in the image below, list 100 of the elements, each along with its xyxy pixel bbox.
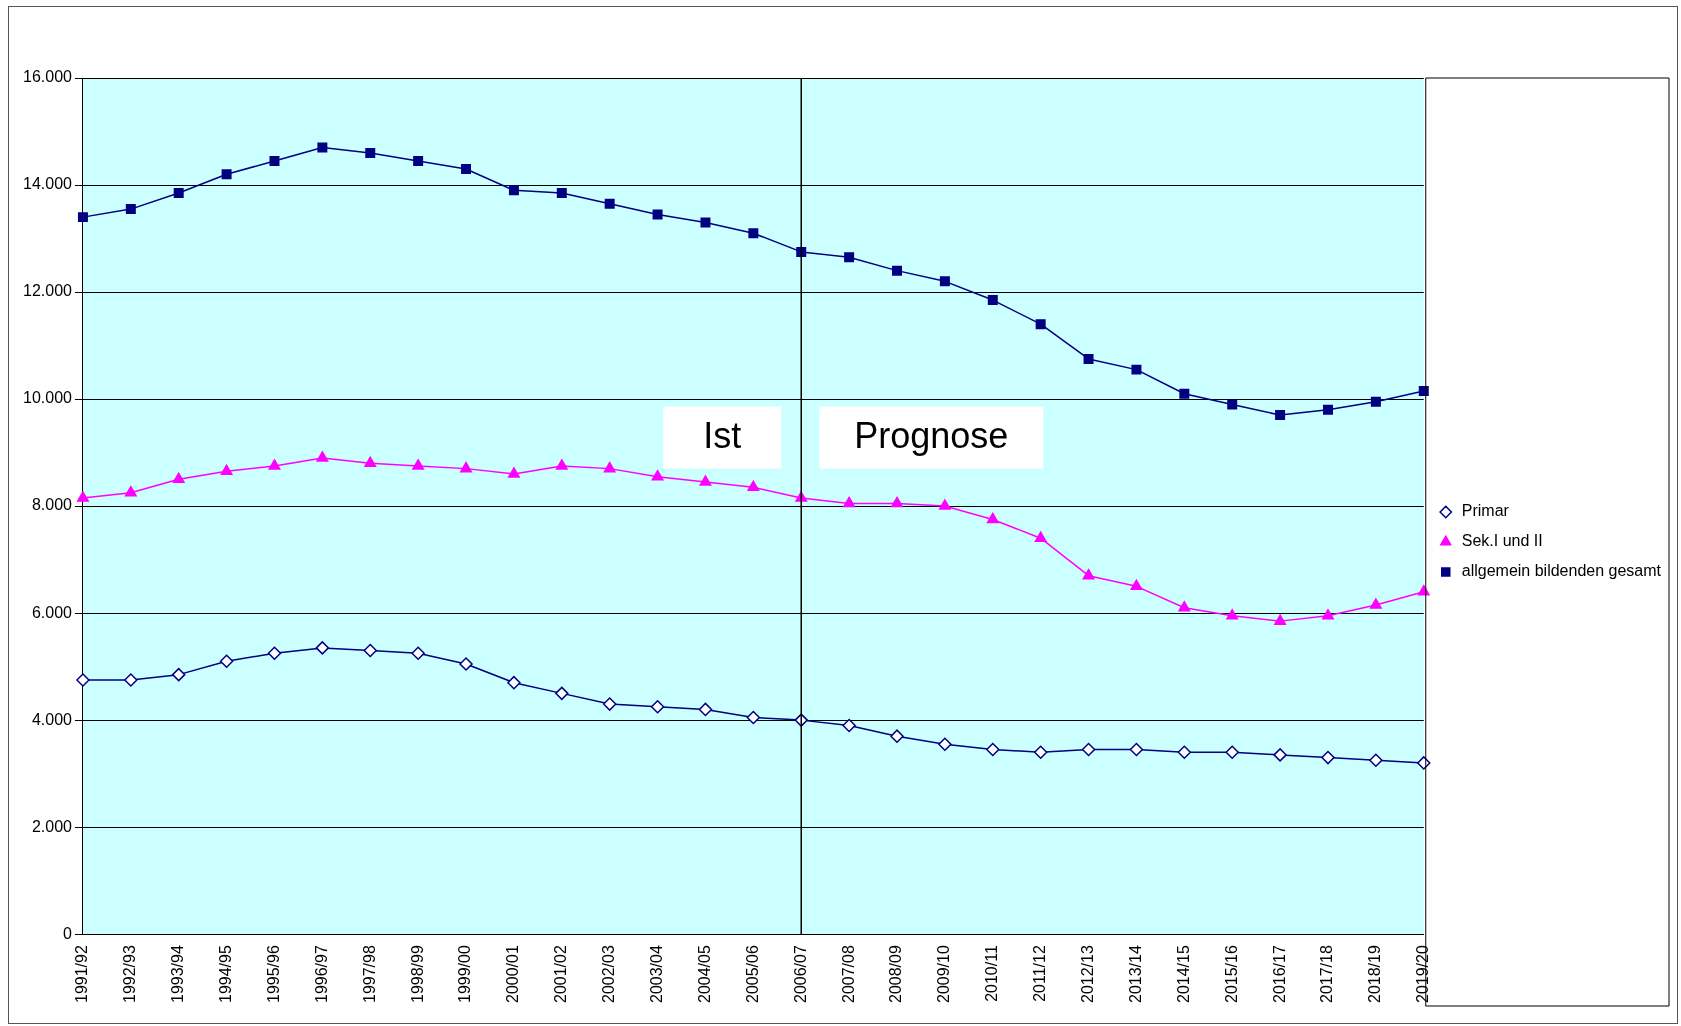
point [1083, 353, 1094, 364]
point [363, 643, 378, 658]
point [1274, 614, 1287, 625]
y-tick-label: 0 [63, 924, 73, 942]
y-tick-label: 6.000 [31, 603, 73, 621]
y-tick-label: 2.000 [31, 817, 73, 835]
point [1034, 531, 1047, 542]
point [938, 499, 951, 510]
point [842, 718, 856, 733]
point [1129, 742, 1144, 757]
point [603, 461, 616, 473]
point [220, 464, 233, 476]
point [748, 228, 759, 239]
point [555, 459, 568, 470]
point [1082, 568, 1095, 580]
x-tick-label: 2001/02 [552, 945, 570, 1004]
x-tick-label: 2002/03 [600, 945, 618, 1004]
point [604, 198, 615, 209]
x-tick-label: 1995/96 [264, 945, 282, 1004]
x-tick-label: 2004/05 [695, 945, 713, 1004]
point [1033, 745, 1048, 759]
point [1035, 319, 1046, 330]
x-tick-label: 2005/06 [743, 945, 761, 1004]
point [843, 496, 856, 508]
point [1273, 748, 1287, 762]
point [746, 710, 761, 725]
point [1131, 364, 1142, 375]
point [173, 188, 184, 199]
point [938, 737, 952, 751]
legend-label: Primar [1461, 502, 1510, 520]
point [364, 456, 377, 468]
x-tick-label: 1999/00 [456, 945, 474, 1004]
point [219, 654, 234, 669]
point [698, 702, 713, 717]
legend-label: allgemein bildenden gesamt [1461, 562, 1662, 580]
x-tick-label: 2014/15 [1174, 945, 1192, 1004]
point [268, 459, 281, 470]
point [413, 155, 424, 166]
point [124, 673, 138, 687]
point [77, 212, 88, 223]
point [1369, 753, 1383, 768]
point [651, 469, 664, 481]
point [939, 276, 950, 287]
x-tick-label: 1997/98 [360, 945, 378, 1004]
point [508, 185, 519, 196]
point [172, 472, 185, 484]
point [125, 204, 136, 215]
legend-label: Sek.I und II [1461, 532, 1543, 550]
point [1130, 579, 1143, 591]
point [986, 512, 999, 524]
point [411, 646, 425, 660]
point [76, 491, 89, 502]
x-tick-label: 2018/19 [1366, 945, 1384, 1004]
point [507, 675, 521, 690]
point [1225, 745, 1239, 759]
point [1321, 750, 1335, 765]
point [459, 657, 473, 671]
point [461, 163, 472, 174]
point [507, 467, 520, 478]
x-tick-label: 1992/93 [121, 945, 139, 1004]
point [460, 461, 472, 473]
point [699, 475, 712, 486]
annotation: Prognose [854, 414, 1009, 456]
point [892, 265, 902, 276]
x-tick-label: 2012/13 [1078, 945, 1096, 1004]
point [317, 142, 328, 153]
point [652, 209, 663, 220]
y-tick-label: 12.000 [23, 282, 73, 300]
point [1178, 601, 1191, 612]
x-tick-label: 2011/12 [1031, 945, 1049, 1002]
x-tick-label: 2006/07 [791, 945, 809, 1004]
x-tick-label: 2008/09 [887, 945, 905, 1004]
point [844, 252, 855, 263]
x-tick-label: 2019/20 [1414, 945, 1432, 1004]
point [1275, 410, 1286, 421]
point [890, 729, 904, 743]
point [315, 641, 330, 655]
x-tick-label: 2015/16 [1222, 945, 1240, 1004]
x-tick-label: 2009/10 [935, 945, 953, 1004]
x-tick-label: 1994/95 [217, 945, 234, 1004]
x-tick-label: 1996/97 [312, 945, 330, 1004]
point [1322, 609, 1334, 620]
y-tick-label: 8.000 [31, 496, 73, 514]
point [316, 451, 329, 462]
x-tick-label: 1998/99 [408, 945, 426, 1004]
point [1227, 399, 1238, 410]
point [987, 295, 998, 306]
point [365, 147, 376, 158]
point [1370, 396, 1381, 407]
point [602, 697, 617, 711]
y-tick-label: 14.000 [23, 175, 73, 193]
point [269, 155, 280, 166]
point [1177, 745, 1192, 759]
x-tick-label: 2007/08 [839, 945, 857, 1004]
y-tick-label: 4.000 [31, 710, 73, 728]
x-tick-label: 2003/04 [647, 945, 665, 1004]
point [700, 217, 711, 228]
point [221, 169, 232, 180]
x-tick-label: 2000/01 [504, 945, 522, 1004]
point [412, 459, 425, 470]
